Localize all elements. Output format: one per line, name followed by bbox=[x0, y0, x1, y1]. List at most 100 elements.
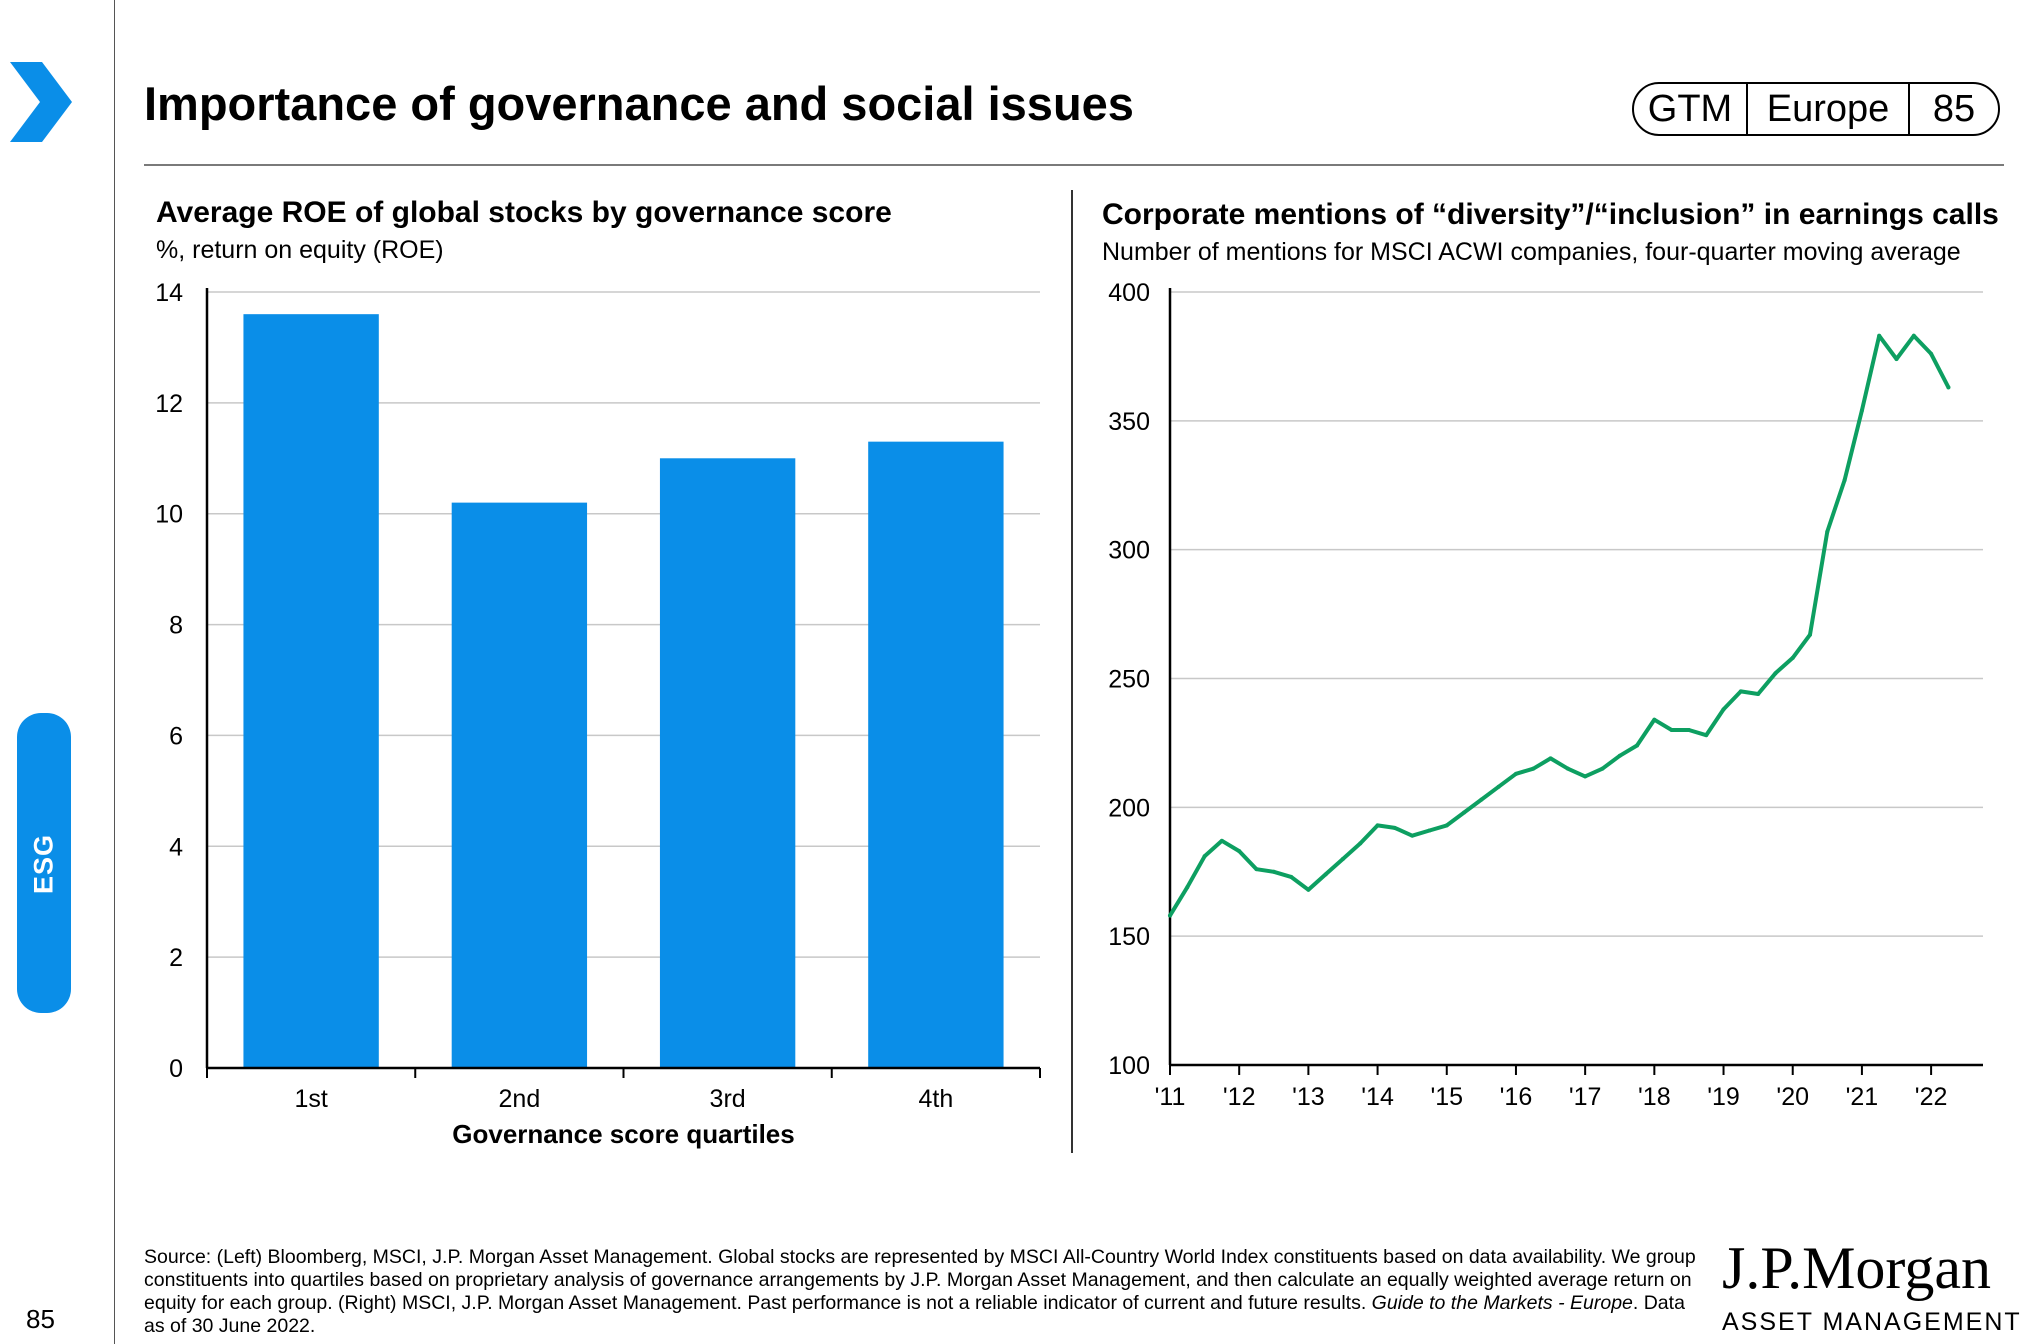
roe-bar-chart: 0 2 4 6 8 10 12 14 1st 2nd 3rd 4th Governance score … bbox=[155, 279, 1041, 1149]
x-tick-label: '21 bbox=[1846, 1083, 1879, 1111]
data-point bbox=[1289, 874, 1294, 879]
y-tick-label: 8 bbox=[169, 612, 183, 640]
data-point bbox=[1756, 691, 1761, 696]
y-tick-label: 4 bbox=[169, 833, 183, 861]
data-point bbox=[1340, 856, 1345, 861]
data-point bbox=[1583, 774, 1588, 779]
data-point bbox=[1738, 689, 1743, 694]
chevron-right-icon bbox=[10, 62, 72, 142]
x-tick-label: 4th bbox=[918, 1085, 953, 1113]
logo-name: J.P.Morgan bbox=[1722, 1235, 1991, 1301]
badge-region: Europe bbox=[1748, 84, 1910, 134]
x-tick-label: 2nd bbox=[499, 1085, 541, 1113]
x-tick-label: '11 bbox=[1155, 1083, 1186, 1111]
x-tick-label: '13 bbox=[1292, 1083, 1325, 1111]
section-tab[interactable] bbox=[17, 713, 71, 1013]
bar-1st bbox=[243, 314, 379, 1069]
data-point bbox=[1219, 838, 1224, 843]
x-tick-label: 1st bbox=[294, 1085, 327, 1113]
data-point bbox=[1600, 766, 1605, 771]
logo-subtitle: ASSET MANAGEMENT bbox=[1722, 1308, 2022, 1336]
y-tick-label: 6 bbox=[169, 722, 183, 750]
title-rule bbox=[144, 164, 2004, 166]
data-point bbox=[1859, 408, 1864, 413]
data-point bbox=[1375, 823, 1380, 828]
y-tick-label: 2 bbox=[169, 944, 183, 972]
x-tick-label: '12 bbox=[1223, 1083, 1256, 1111]
data-point bbox=[1479, 797, 1484, 802]
data-point bbox=[1531, 766, 1536, 771]
y-tick-label: 400 bbox=[1108, 279, 1150, 307]
data-point bbox=[1462, 810, 1467, 815]
chart-divider bbox=[1071, 190, 1073, 1153]
y-tick-label: 350 bbox=[1108, 408, 1150, 436]
data-point bbox=[1548, 756, 1553, 761]
data-point bbox=[1427, 828, 1432, 833]
y-tick-label: 300 bbox=[1108, 537, 1150, 565]
jpmorgan-logo: J.P.Morgan ASSET MANAGEMENT bbox=[1722, 1238, 2022, 1337]
data-point bbox=[1911, 333, 1916, 338]
data-point bbox=[1721, 707, 1726, 712]
data-point bbox=[1669, 728, 1674, 733]
y-tick-label: 14 bbox=[155, 279, 183, 307]
x-tick-label: '22 bbox=[1915, 1083, 1948, 1111]
x-axis-title: Governance score quartiles bbox=[452, 1119, 794, 1149]
x-tick-label: 3rd bbox=[710, 1085, 746, 1113]
data-point bbox=[1704, 733, 1709, 738]
data-point bbox=[1652, 717, 1657, 722]
data-point bbox=[1929, 351, 1934, 356]
x-tick-label: '17 bbox=[1569, 1083, 1602, 1111]
footer-source-end: . Data as of 30 June 2022. bbox=[144, 1292, 1685, 1337]
x-tick-label: '18 bbox=[1638, 1083, 1671, 1111]
data-point bbox=[1496, 784, 1501, 789]
data-point bbox=[1202, 854, 1207, 859]
data-point bbox=[1686, 728, 1691, 733]
data-point bbox=[1635, 743, 1640, 748]
footer-source-main: Source: (Left) Bloomberg, MSCI, J.P. Mor… bbox=[144, 1246, 1696, 1314]
data-point bbox=[1513, 771, 1518, 776]
data-point bbox=[1808, 632, 1813, 637]
data-point bbox=[1306, 887, 1311, 892]
data-point bbox=[1185, 885, 1190, 890]
data-point bbox=[1392, 825, 1397, 830]
y-tick-label: 12 bbox=[155, 390, 183, 418]
footer-source: Source: (Left) Bloomberg, MSCI, J.P. Mor… bbox=[144, 1246, 1704, 1338]
y-tick-label: 10 bbox=[155, 501, 183, 529]
y-tick-label: 0 bbox=[169, 1055, 183, 1083]
data-point bbox=[1842, 478, 1847, 483]
data-point bbox=[1358, 841, 1363, 846]
left-chart-subtitle: %, return on equity (ROE) bbox=[156, 236, 444, 264]
left-chart-title: Average ROE of global stocks by governan… bbox=[156, 196, 892, 229]
data-point bbox=[1617, 753, 1622, 758]
y-tick-label: 100 bbox=[1108, 1052, 1150, 1080]
data-point bbox=[1410, 833, 1415, 838]
guide-badge: GTM Europe 85 bbox=[1632, 82, 2000, 136]
data-point bbox=[1444, 823, 1449, 828]
page-title: Importance of governance and social issu… bbox=[144, 77, 1134, 130]
badge-gtm: GTM bbox=[1634, 84, 1748, 134]
mentions-line-chart: 100 150 200 250 300 350 400 '11 '12 '13 '14 '15 '16 '… bbox=[1108, 279, 1983, 1111]
data-point bbox=[1894, 356, 1899, 361]
x-tick-label: '20 bbox=[1776, 1083, 1809, 1111]
data-point bbox=[1877, 333, 1882, 338]
data-point bbox=[1946, 385, 1951, 390]
data-point bbox=[1790, 655, 1795, 660]
data-point bbox=[1825, 529, 1830, 534]
data-point bbox=[1773, 671, 1778, 676]
x-tick-label: '15 bbox=[1430, 1083, 1463, 1111]
data-point bbox=[1565, 766, 1570, 771]
data-point bbox=[1237, 849, 1242, 854]
x-tick-label: '19 bbox=[1707, 1083, 1740, 1111]
footer-page-number: 85 bbox=[26, 1304, 55, 1334]
series-line bbox=[1168, 333, 1951, 918]
bar-4th bbox=[868, 441, 1004, 1069]
y-tick-label: 250 bbox=[1108, 666, 1150, 694]
bar-2nd bbox=[451, 502, 588, 1069]
x-tick-label: '14 bbox=[1361, 1083, 1394, 1111]
footer-source-italic: Guide to the Markets - Europe bbox=[1371, 1292, 1633, 1314]
y-tick-label: 200 bbox=[1108, 794, 1150, 822]
data-point bbox=[1271, 869, 1276, 874]
left-margin-rule bbox=[114, 0, 115, 1344]
y-tick-label: 150 bbox=[1108, 923, 1150, 951]
data-point bbox=[1254, 867, 1259, 872]
